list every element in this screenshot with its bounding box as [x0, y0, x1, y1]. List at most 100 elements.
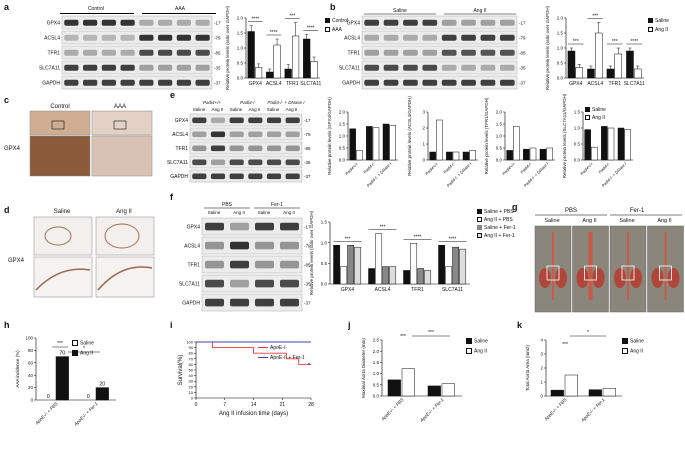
legend-j-saline: Saline [466, 338, 488, 344]
blot-band [205, 241, 224, 250]
blot-strip [189, 155, 303, 169]
lane-label: Saline [193, 107, 206, 112]
blot-strip [189, 169, 303, 183]
blot-band [158, 64, 173, 71]
chart-e1-bar [356, 150, 363, 161]
blot-band [83, 49, 98, 56]
chart-i-ytick-label: 80 [189, 351, 194, 356]
chart-f-bar [375, 233, 383, 285]
chart-f-bar [403, 270, 411, 285]
chart-j-sig: *** [428, 330, 434, 336]
chart-f-xtick-label: TFR1 [411, 287, 424, 293]
blot-band [499, 34, 515, 41]
blot-band [195, 34, 210, 41]
blot-row-label: ACSL4 [344, 36, 360, 42]
blot-strip [201, 293, 303, 312]
chart-e1-ytick-label: 2.0 [339, 110, 346, 115]
panel-a-blot: Control AAA [20, 6, 240, 96]
chart-e3-bar [523, 148, 530, 161]
chart-e2-bar [462, 151, 470, 161]
blot-band [248, 117, 263, 124]
legend-k-saline: Saline [622, 338, 644, 344]
panel-k-label: k [517, 320, 523, 330]
kidney-shape [576, 268, 589, 288]
chart-e2-xtick-label: Padi4-/- [442, 161, 456, 175]
lane-label: Ang II [286, 107, 298, 112]
blot-band [248, 173, 263, 180]
chart-f-sig: **** [449, 236, 457, 242]
blot-band [158, 19, 173, 26]
blot-band [120, 34, 135, 41]
blot-band [499, 79, 515, 86]
chart-i-xtick-label: 28 [308, 402, 314, 408]
chart-h-sig: *** [57, 341, 63, 347]
blot-strip [201, 217, 303, 236]
roi-box [546, 265, 560, 281]
blot-band [192, 131, 207, 138]
blot-row-label: GPX4 [187, 225, 201, 231]
chart-b-ylabel: Relative protein levels (ratio over GAPD… [545, 5, 550, 90]
blot-row-label: SLC7A11 [339, 66, 360, 72]
blot-band [285, 173, 300, 180]
chart-e3-bar [506, 150, 513, 161]
chart-k-bar [564, 374, 578, 397]
chart-k-ytick-label: 1 [540, 380, 543, 385]
chart-f-ytick-label: 1.5 [321, 220, 328, 225]
blot-band [280, 298, 299, 307]
chart-h-ytick-label: 40 [28, 373, 34, 378]
blot-band [195, 49, 210, 56]
blot-band [266, 159, 282, 166]
chart-h-bar [95, 387, 109, 401]
chart-e2-bar [452, 151, 460, 161]
blot-band [480, 79, 496, 86]
chart-i-sig: * [308, 363, 311, 369]
aorta-wall [97, 266, 153, 291]
chart-b-bar [595, 32, 603, 79]
legend-f-1: Saline + PBS [477, 209, 514, 215]
kda-marker: -35 [214, 66, 221, 71]
chart-b-ytick-label: 0.0 [557, 76, 564, 81]
panel-f-label: f [170, 192, 174, 202]
blot-row-label: SLC7A11 [39, 66, 60, 72]
blot-band [403, 64, 418, 71]
chart-a-bar [284, 68, 292, 79]
lane-label: Saline [208, 210, 221, 215]
chart-b-ytick-label: 0.5 [557, 61, 564, 66]
blot-band [461, 34, 476, 41]
blot-row-label: SLC7A11 [179, 282, 200, 288]
chart-i-ytick-label: 70 [189, 356, 194, 361]
chart-i-ytick-label: 10 [189, 390, 194, 395]
panel-e-label: e [170, 90, 175, 100]
chart-b-bar [626, 50, 634, 79]
group-line [60, 13, 134, 14]
photo-group-label: Fer-1 [630, 208, 645, 214]
kda-marker: -35 [304, 160, 311, 165]
blot-band [192, 173, 207, 180]
blot-band [83, 64, 98, 71]
chart-k-bar [602, 388, 616, 397]
blot-band [266, 173, 282, 180]
kidney-shape [630, 268, 642, 288]
chart-b-bar [587, 68, 595, 79]
kda-marker: -35 [304, 282, 311, 287]
chart-h-data-label: 0 [87, 394, 90, 400]
blot-band [255, 279, 274, 288]
blot-band [64, 34, 79, 41]
chart-j-sig: *** [400, 334, 406, 340]
legend-f-2: Ang II + PBS [477, 217, 513, 223]
chart-i-xtick-label: 21 [279, 402, 285, 408]
blot-band [101, 64, 116, 71]
blot-band [176, 79, 191, 86]
chart-i-xtick-label: 0 [195, 402, 198, 408]
blot-strip [61, 45, 213, 60]
legend-f-4: Ang II + Fer-1 [477, 233, 515, 239]
chart-b-xtick-label: GPX4 [569, 81, 583, 87]
chart-a-sig: *** [289, 14, 295, 20]
blot-band [205, 260, 224, 269]
chart-e4-ytick-label: 0.5 [574, 142, 581, 147]
blot-band [205, 279, 224, 288]
blot-band [83, 19, 98, 26]
kda-marker: -85 [214, 51, 221, 56]
blot-band [64, 64, 79, 71]
